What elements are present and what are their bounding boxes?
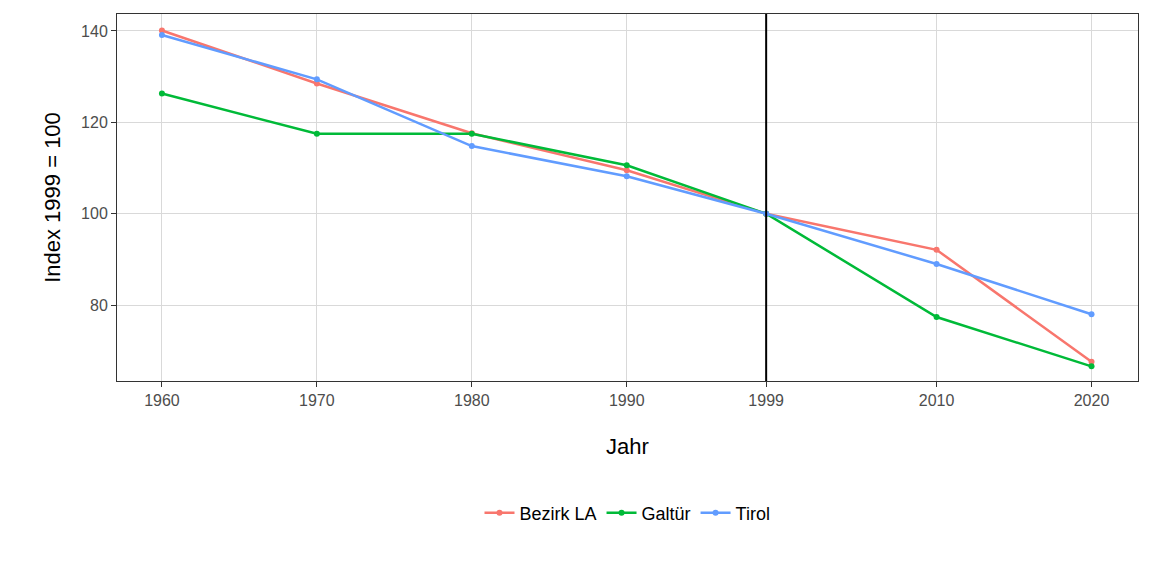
svg-text:Tirol: Tirol xyxy=(736,504,770,524)
svg-text:100: 100 xyxy=(81,205,108,222)
svg-text:Jahr: Jahr xyxy=(606,434,649,459)
svg-text:2020: 2020 xyxy=(1074,392,1110,409)
svg-text:1999: 1999 xyxy=(748,392,784,409)
svg-text:2010: 2010 xyxy=(919,392,955,409)
svg-text:120: 120 xyxy=(81,114,108,131)
svg-text:Galtür: Galtür xyxy=(642,504,691,524)
svg-text:1970: 1970 xyxy=(299,392,335,409)
svg-text:Index 1999 = 100: Index 1999 = 100 xyxy=(40,112,65,283)
svg-text:1990: 1990 xyxy=(609,392,645,409)
svg-text:Bezirk LA: Bezirk LA xyxy=(520,504,597,524)
svg-text:140: 140 xyxy=(81,23,108,40)
svg-text:1960: 1960 xyxy=(144,392,180,409)
svg-text:80: 80 xyxy=(90,297,108,314)
svg-text:1980: 1980 xyxy=(454,392,490,409)
